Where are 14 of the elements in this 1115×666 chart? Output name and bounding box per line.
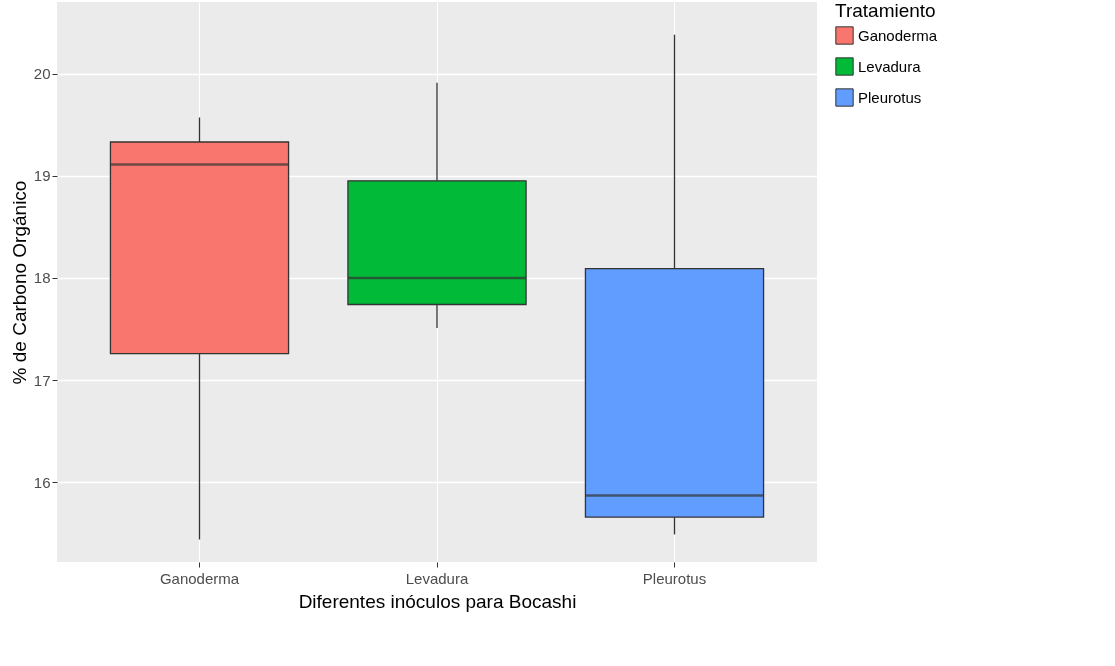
x-axis-title: Diferentes inóculos para Bocashi [298,590,577,612]
legend-label: Pleurotus [858,88,922,106]
y-tick-label: 17 [33,371,51,389]
legend-label: Ganoderma [858,26,938,44]
legend-label: Levadura [858,57,922,75]
y-tick-label: 16 [33,473,51,491]
y-tick-label: 20 [33,65,51,83]
y-tick-label: 19 [33,167,51,185]
x-tick-label: Pleurotus [642,569,707,587]
x-tick-label: Levadura [405,569,469,587]
y-axis-title: % de Carbono Orgánico [8,180,30,385]
y-tick-label: 18 [33,269,51,287]
legend-title: Tratamiento [835,0,936,21]
x-tick-label: Ganoderma [159,569,240,587]
